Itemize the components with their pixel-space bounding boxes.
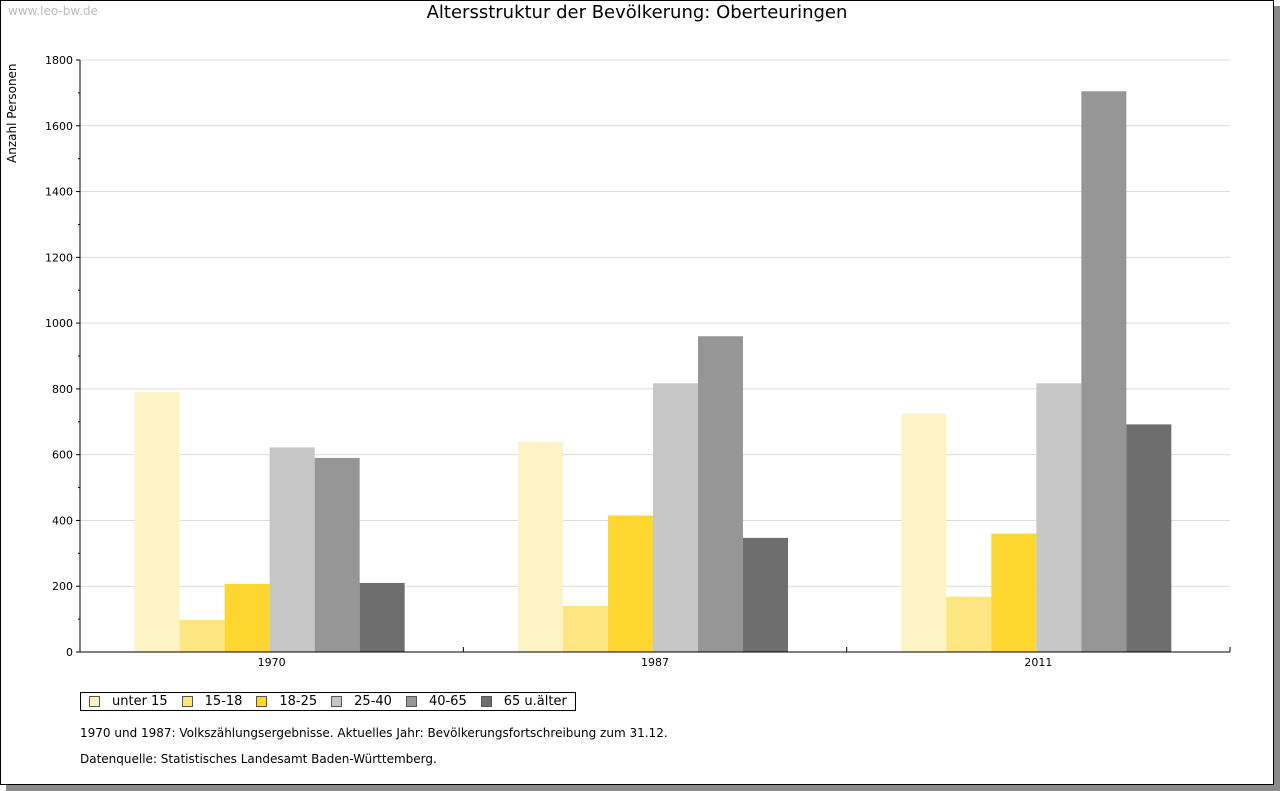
legend: unter 15 15-18 18-25 25-40 40-65 65 u.älter	[80, 692, 576, 711]
legend-label: 65 u.älter	[503, 694, 567, 709]
legend-item: 25-40	[331, 694, 392, 709]
bar-2011-25-40	[1036, 383, 1082, 652]
bar-1987-25-40	[653, 383, 698, 652]
bar-2011-40-65	[1081, 91, 1127, 652]
x-tick-label: 2011	[1024, 656, 1052, 669]
watermark: www.leo-bw.de	[8, 4, 98, 18]
y-tick-label: 1600	[45, 120, 73, 133]
legend-swatch	[181, 696, 193, 707]
y-tick-label: 1800	[45, 54, 73, 67]
bar-1987-40-65	[698, 336, 743, 652]
y-tick-label: 0	[66, 646, 73, 659]
bar-2011-65-u-lter	[1126, 424, 1172, 652]
bar-1970-unter-15	[134, 392, 180, 652]
legend-label: 18-25	[279, 694, 318, 709]
bar-1987-unter-15	[518, 441, 563, 652]
chart-title: Altersstruktur der Bevölkerung: Oberteur…	[426, 2, 848, 23]
y-tick-label: 1000	[45, 317, 73, 330]
bar-1987-65-u-lter	[743, 537, 788, 652]
legend-swatch	[405, 696, 417, 707]
bar-1987-18-25	[608, 515, 653, 652]
bar-1970-18-25	[224, 583, 270, 652]
note-census: 1970 und 1987: Volkszählungsergebnisse. …	[80, 726, 668, 740]
bar-1970-40-65	[314, 457, 360, 652]
bar-2011-unter-15	[901, 413, 947, 652]
y-tick-label: 200	[52, 580, 73, 593]
legend-item: 18-25	[256, 694, 317, 709]
bar-1970-65-u-lter	[359, 582, 405, 652]
frame-shadow-right	[1274, 6, 1280, 791]
legend-swatch	[480, 696, 492, 707]
legend-label: unter 15	[112, 694, 168, 709]
legend-item: unter 15	[89, 694, 168, 709]
legend-label: 25-40	[354, 694, 392, 709]
bar-2011-15-18	[946, 596, 992, 652]
bar-1970-25-40	[269, 447, 315, 652]
legend-swatch	[331, 696, 343, 707]
bar-2011-18-25	[991, 533, 1037, 652]
bar-1987-15-18	[563, 605, 608, 652]
legend-swatch	[89, 696, 100, 707]
legend-item: 40-65	[405, 694, 467, 709]
y-tick-label: 1200	[45, 251, 73, 264]
legend-swatch	[256, 696, 268, 707]
y-tick-label: 600	[52, 449, 73, 462]
legend-label: 15-18	[204, 694, 243, 709]
bar-1970-15-18	[179, 620, 225, 652]
x-tick-label: 1987	[641, 656, 669, 669]
y-tick-label: 1400	[45, 186, 73, 199]
legend-item: 65 u.älter	[480, 694, 567, 709]
y-tick-label: 400	[52, 514, 73, 527]
frame-shadow-bottom	[6, 785, 1280, 791]
note-source: Datenquelle: Statistisches Landesamt Bad…	[80, 752, 437, 766]
y-tick-label: 800	[52, 383, 73, 396]
legend-item: 15-18	[181, 694, 243, 709]
legend-label: 40-65	[428, 694, 467, 709]
x-tick-label: 1970	[258, 656, 286, 669]
